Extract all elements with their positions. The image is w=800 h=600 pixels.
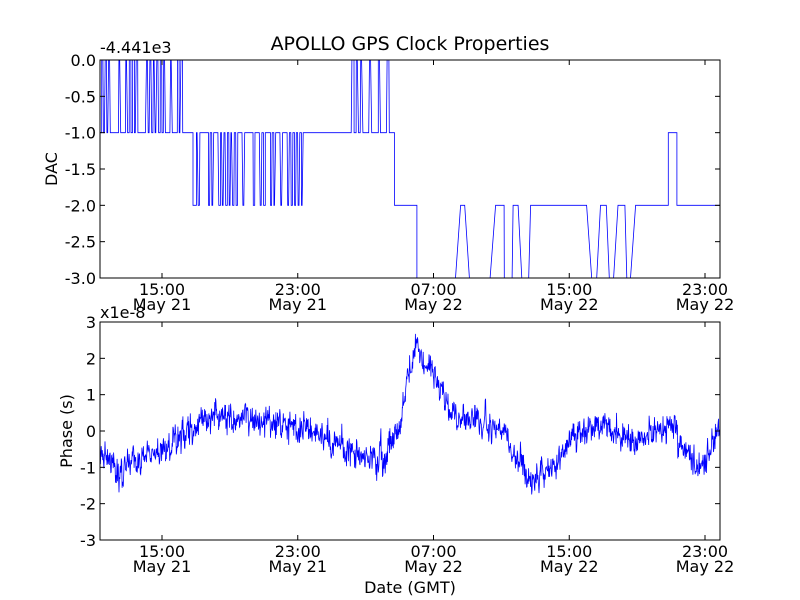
y-tick-label: -1 <box>80 458 96 477</box>
phase-offset-label: x1e-8 <box>100 303 145 322</box>
y-tick-label: 3 <box>86 313 96 332</box>
y-tick-label: -1.5 <box>65 160 96 179</box>
y-tick-label: 2 <box>86 349 96 368</box>
y-tick-label: 0.0 <box>71 51 96 70</box>
y-tick-label: 0 <box>86 422 96 441</box>
x-tick-label-date: May 21 <box>133 295 192 314</box>
x-tick-label-time: 15:00 <box>139 542 185 561</box>
x-tick-label-date: May 21 <box>133 557 192 576</box>
y-tick-label: -3 <box>80 531 96 550</box>
y-tick-label: 1 <box>86 386 96 405</box>
x-tick-label-time: 07:00 <box>410 280 456 299</box>
x-tick-label-date: May 22 <box>676 295 735 314</box>
x-tick-label-time: 15:00 <box>546 542 592 561</box>
x-tick-label-date: May 22 <box>676 557 735 576</box>
dac-series <box>100 60 720 278</box>
x-tick-label-time: 23:00 <box>275 280 321 299</box>
x-tick-label-time: 15:00 <box>139 280 185 299</box>
x-tick-label-date: May 21 <box>268 557 327 576</box>
phase-line <box>100 333 720 495</box>
dac-offset-label: -4.441e3 <box>100 38 172 57</box>
phase-series <box>100 333 720 495</box>
y-tick-label: -2.0 <box>65 196 96 215</box>
dac-line <box>100 60 720 278</box>
x-tick-label-time: 23:00 <box>275 542 321 561</box>
y-tick-label: -1.0 <box>65 124 96 143</box>
y-tick-label: -0.5 <box>65 87 96 106</box>
x-tick-label-date: May 22 <box>404 557 463 576</box>
x-tick-label-date: May 22 <box>540 557 599 576</box>
x-tick-label-date: May 21 <box>268 295 327 314</box>
dac-y-axis-label: DAC <box>42 152 61 186</box>
x-tick-label-time: 15:00 <box>546 280 592 299</box>
x-tick-label-date: May 22 <box>540 295 599 314</box>
x-tick-label-time: 23:00 <box>682 280 728 299</box>
x-tick-label-date: May 22 <box>404 295 463 314</box>
chart-title: APOLLO GPS Clock Properties <box>271 33 550 55</box>
y-tick-label: -2.5 <box>65 233 96 252</box>
x-tick-label-time: 23:00 <box>682 542 728 561</box>
y-tick-label: -3.0 <box>65 269 96 288</box>
phase-y-axis-label: Phase (s) <box>57 394 76 468</box>
x-tick-label-time: 07:00 <box>410 542 456 561</box>
x-axis-label: Date (GMT) <box>364 578 456 597</box>
y-tick-label: -2 <box>80 495 96 514</box>
